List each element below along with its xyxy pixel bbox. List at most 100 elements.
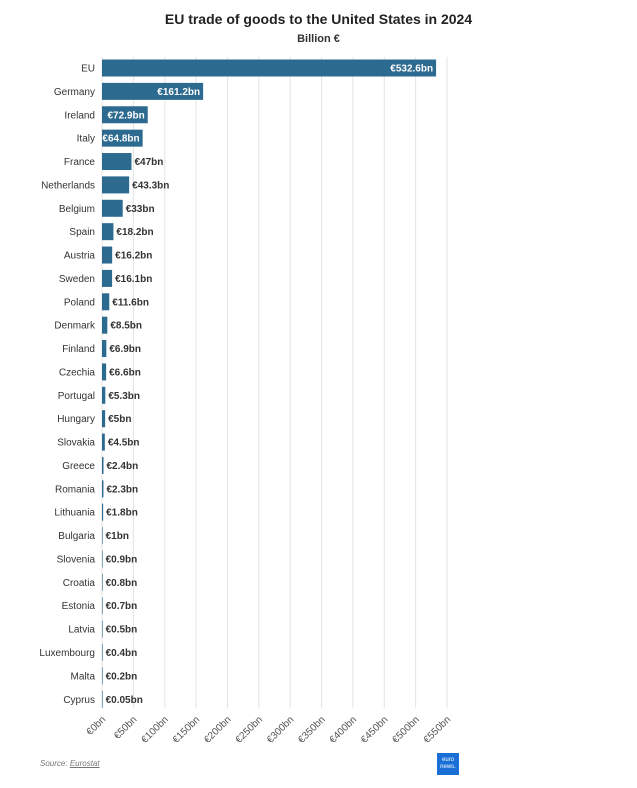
- value-label: €0.8bn: [106, 578, 138, 589]
- value-label: €72.9bn: [107, 110, 144, 121]
- x-tick-label: €450bn: [359, 714, 390, 745]
- category-label: Italy: [77, 134, 95, 145]
- value-label: €6.9bn: [109, 344, 141, 355]
- value-labels: €532.6bn €161.2bn €72.9bn €64.8bn €47bn €43.3…: [102, 64, 433, 706]
- bar: [102, 176, 130, 194]
- category-label: Croatia: [63, 578, 96, 589]
- category-label: Czechia: [59, 367, 96, 378]
- category-label: Portugal: [58, 391, 95, 402]
- value-label: €2.4bn: [107, 461, 139, 472]
- value-label: €1.8bn: [106, 508, 138, 519]
- x-tick-label: €300bn: [265, 714, 296, 745]
- category-label: Ireland: [64, 110, 95, 121]
- bar: [102, 82, 204, 100]
- bar: [102, 223, 114, 241]
- category-label: Germany: [54, 87, 95, 98]
- source-prefix: Source:: [40, 759, 68, 768]
- category-label: Belgium: [59, 204, 95, 215]
- category-label: Sweden: [59, 274, 95, 285]
- source-link[interactable]: Eurostat: [69, 759, 100, 768]
- value-label: €64.8bn: [102, 134, 139, 145]
- source-note: Source: Eurostat: [40, 759, 100, 768]
- bar: [102, 129, 143, 147]
- category-label: Bulgaria: [58, 531, 95, 542]
- chart-title: EU trade of goods to the United States i…: [164, 11, 473, 27]
- gridlines: [101, 57, 448, 708]
- bar: [102, 456, 104, 474]
- value-label: €33bn: [126, 204, 155, 215]
- euronews-logo: euro news.: [437, 753, 459, 775]
- category-label: Latvia: [68, 625, 95, 636]
- category-label: Luxembourg: [39, 648, 95, 659]
- category-label: Poland: [64, 297, 95, 308]
- category-label: Estonia: [62, 601, 96, 612]
- category-label: Slovakia: [57, 438, 95, 449]
- value-label: €16.1bn: [115, 274, 152, 285]
- bar: [102, 503, 104, 521]
- bar: [102, 480, 104, 498]
- chart-subtitle: Billion €: [297, 33, 340, 45]
- value-label: €47bn: [134, 157, 163, 168]
- value-label: €5.3bn: [108, 391, 140, 402]
- bar: [102, 597, 103, 615]
- bar: [102, 269, 113, 287]
- bar: [102, 153, 132, 171]
- category-label: France: [64, 157, 96, 168]
- bar: [102, 340, 107, 358]
- value-label: €43.3bn: [132, 180, 169, 191]
- category-label: Austria: [64, 251, 96, 262]
- bar: [102, 573, 103, 591]
- value-label: €0.4bn: [106, 648, 138, 659]
- x-tick-label: €250bn: [234, 714, 265, 745]
- value-label: €4.5bn: [108, 438, 140, 449]
- x-tick-label: €400bn: [328, 714, 359, 745]
- x-tick-label: €350bn: [296, 714, 327, 745]
- bars: [102, 59, 437, 708]
- category-label: Slovenia: [57, 554, 96, 565]
- x-tick-label: €100bn: [139, 714, 170, 745]
- category-label: Netherlands: [41, 180, 95, 191]
- bar: [102, 363, 107, 381]
- value-label: €5bn: [108, 414, 131, 425]
- value-label: €532.6bn: [390, 64, 433, 75]
- value-label: €0.7bn: [106, 601, 138, 612]
- x-tick-label: €50bn: [112, 714, 139, 741]
- bar: [102, 316, 108, 334]
- category-label: Cyprus: [63, 695, 95, 706]
- x-tick-label: €0bn: [85, 714, 109, 738]
- bar: [102, 59, 437, 77]
- value-label: €0.05bn: [106, 695, 143, 706]
- bar: [102, 550, 103, 568]
- bar: [102, 246, 113, 264]
- value-label: €18.2bn: [116, 227, 153, 238]
- x-tick-label: €550bn: [422, 714, 453, 745]
- bar: [102, 667, 103, 685]
- category-label: Denmark: [54, 321, 96, 332]
- bar: [102, 293, 110, 311]
- value-label: €1bn: [106, 531, 129, 542]
- bar: [102, 386, 106, 404]
- value-label: €0.2bn: [106, 671, 138, 682]
- bar: [102, 106, 148, 124]
- category-label: Greece: [62, 461, 95, 472]
- value-label: €11.6bn: [112, 297, 149, 308]
- bar: [102, 527, 103, 545]
- category-label: Lithuania: [54, 508, 95, 519]
- category-label: Malta: [71, 671, 96, 682]
- x-tick-label: €200bn: [202, 714, 233, 745]
- category-labels: EU Germany Ireland Italy France Netherlands Be…: [39, 64, 96, 706]
- value-label: €6.6bn: [109, 367, 141, 378]
- value-label: €0.9bn: [106, 554, 138, 565]
- category-label: EU: [81, 64, 95, 75]
- bar: [102, 690, 103, 708]
- category-label: Finland: [62, 344, 95, 355]
- x-tick-label: €150bn: [171, 714, 202, 745]
- bar: [102, 410, 106, 428]
- x-tick-label: €500bn: [390, 714, 421, 745]
- bar: [102, 620, 103, 638]
- value-label: €0.5bn: [106, 625, 138, 636]
- category-label: Romania: [55, 484, 95, 495]
- category-label: Spain: [69, 227, 95, 238]
- value-label: €8.5bn: [110, 321, 142, 332]
- bar: [102, 644, 103, 661]
